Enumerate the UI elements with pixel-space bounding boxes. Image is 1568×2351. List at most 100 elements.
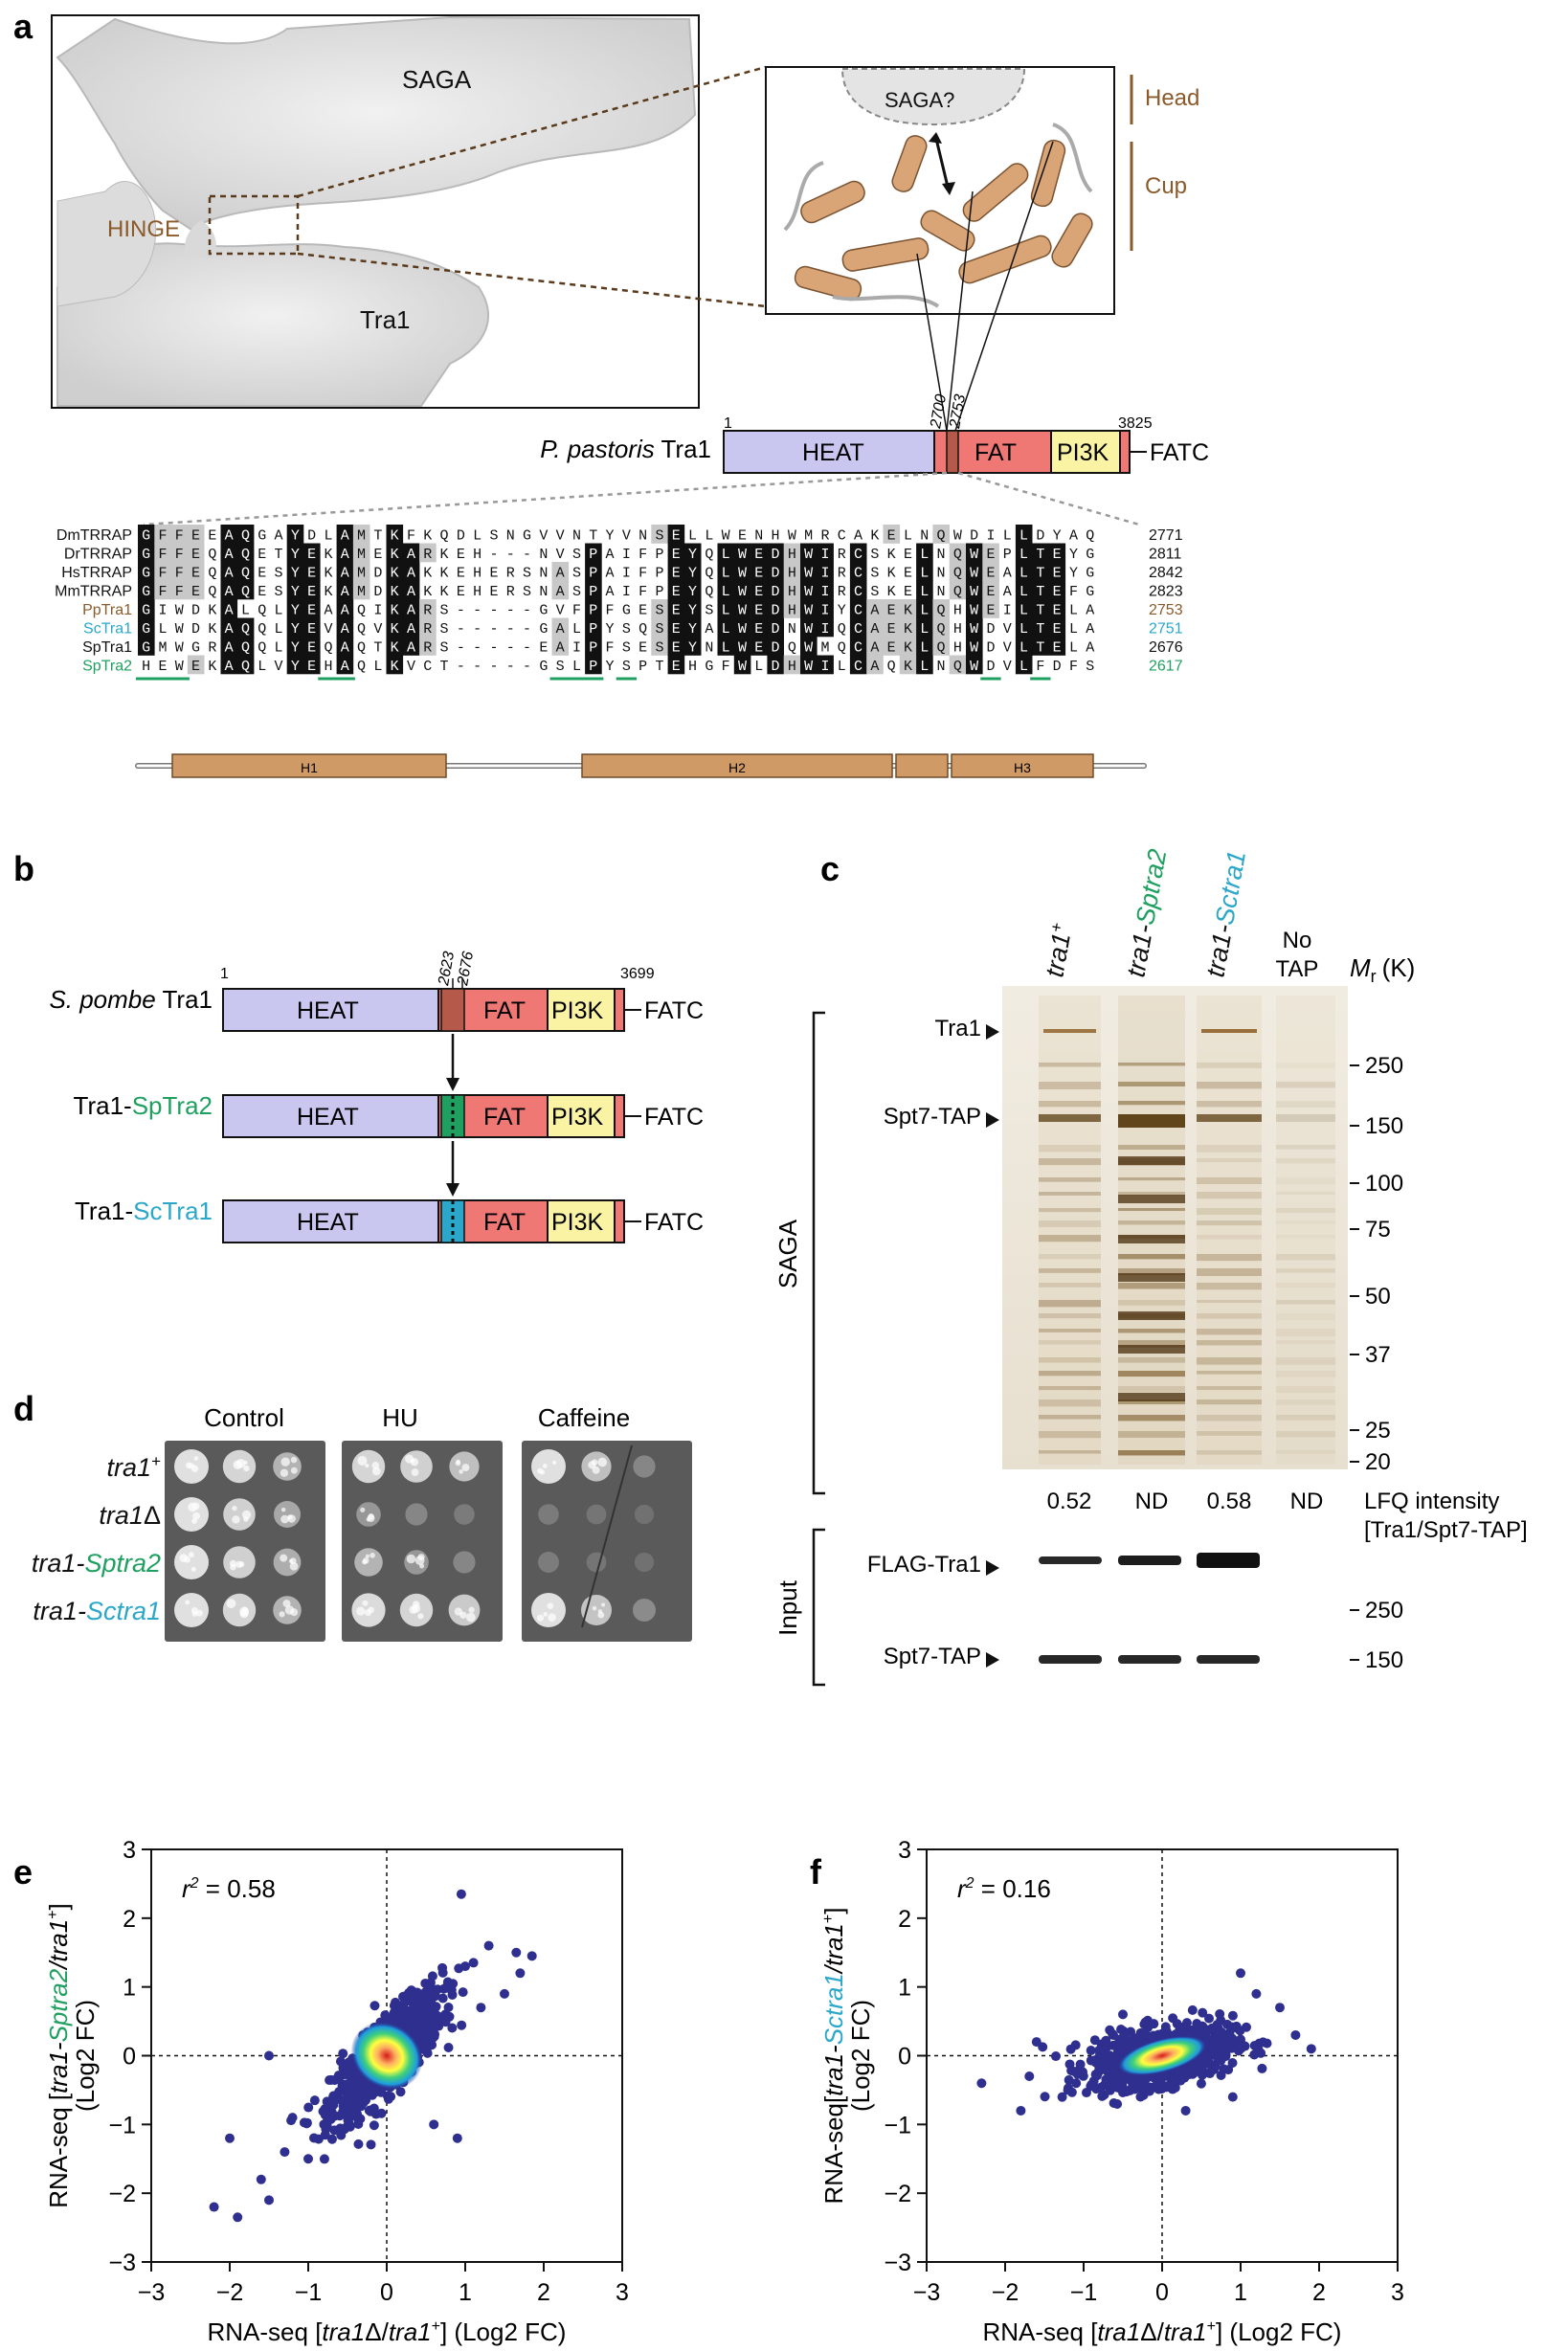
alignment-residue: Q (208, 566, 216, 582)
b-row2-domain-bar (222, 1094, 641, 1138)
alignment-residue: E (539, 640, 548, 657)
alignment-residue: K (324, 584, 332, 600)
gel-band (1118, 1101, 1185, 1106)
alignment-residue: E (904, 566, 912, 582)
input-label: Input (773, 1579, 802, 1636)
alignment-residue: R (208, 640, 216, 657)
gel-band (1118, 1357, 1185, 1363)
alignment-residue: Q (208, 547, 216, 563)
alignment-residue: K (324, 547, 332, 563)
alignment-shade (138, 580, 155, 600)
alignment-residue: S (655, 528, 663, 545)
data-point (1207, 2023, 1218, 2033)
alignment-shade (386, 617, 404, 638)
alignment-shade (800, 617, 818, 638)
alignment-shade (1015, 617, 1033, 638)
blot-label-spt7-tap: Spt7-TAP (884, 1644, 981, 1669)
alignment-shade (138, 525, 155, 544)
alignment-seq-end-DmTRRAP: 2771 (1149, 527, 1183, 544)
yeast-spot (273, 1452, 302, 1481)
alignment-shade (286, 562, 304, 581)
alignment-residue: L (1019, 528, 1028, 545)
alignment-shade (138, 617, 155, 638)
yeast-colony (592, 1466, 600, 1474)
spot-condition-label: HU (382, 1403, 418, 1432)
band-arrow-spt7 (986, 1112, 999, 1128)
alignment-residue: W (738, 547, 747, 563)
yeast-colony (196, 1609, 203, 1617)
alignment-shade (651, 599, 668, 618)
alignment-shade (783, 655, 801, 675)
gel-band (1118, 1082, 1185, 1086)
alignment-residue: A (225, 640, 234, 657)
alignment-shade (286, 637, 304, 656)
alignment-residue: M (804, 528, 813, 545)
alignment-residue: E (1053, 603, 1062, 619)
alignment-residue: P (655, 566, 663, 582)
alignment-residue: Y (291, 528, 300, 545)
alignment-residue: L (920, 584, 929, 600)
alignment-shade (336, 617, 354, 638)
alignment-residue: L (275, 640, 283, 657)
gel-band (1039, 1415, 1101, 1420)
alignment-residue: - (489, 640, 498, 657)
alignment-residue: D (772, 621, 780, 638)
alignment-residue: T (1036, 640, 1044, 657)
r-squared-label: r2 = 0.16 (957, 1874, 1051, 1903)
alignment-shade (170, 562, 189, 581)
yeast-colony (185, 1600, 190, 1605)
gel-band (1197, 1192, 1262, 1199)
alignment-residue: E (672, 566, 681, 582)
alignment-residue: L (920, 659, 929, 675)
b-row3-pi3k: PI3K (551, 1209, 604, 1236)
alignment-residue: V (1003, 659, 1012, 675)
alignment-shade (386, 525, 404, 544)
band-label-tra1: Tra1 (935, 1016, 981, 1041)
alignment-residue: R (820, 528, 829, 545)
spot-strain-label: tra1+ (107, 1452, 162, 1482)
data-point (1089, 2035, 1100, 2046)
gel-band-spt7 (1039, 1114, 1101, 1122)
alignment-residue: A (225, 603, 234, 619)
y-tick-label: −3 (108, 2250, 136, 2276)
yeast-colony (454, 1607, 462, 1616)
alignment-residue: - (473, 603, 482, 619)
alignment-residue: Q (241, 621, 250, 638)
alignment-shade (783, 562, 801, 581)
alignment-shade (138, 562, 155, 581)
alignment-shade (386, 580, 404, 600)
alignment-residue: P (1003, 547, 1012, 563)
alignment-residue: S (870, 566, 879, 582)
spot-strain-label: tra1-Sptra2 (32, 1549, 161, 1578)
alignment-residue: E (986, 603, 995, 619)
alignment-residue: Y (688, 547, 697, 563)
alignment-residue: Y (688, 584, 697, 600)
data-point (1205, 2066, 1216, 2076)
alignment-residue: S (655, 603, 663, 619)
alignment-residue: F (606, 640, 615, 657)
alignment-shade (154, 562, 171, 581)
b-row2-label: Tra1-SpTra2 (74, 1091, 213, 1120)
data-point (1135, 2092, 1146, 2102)
yeast-spot (174, 1497, 209, 1532)
data-point (452, 2133, 462, 2143)
yeast-spot (581, 1595, 612, 1625)
alignment-residue: E (307, 621, 316, 638)
alignment-residue: L (572, 621, 581, 638)
data-point (1071, 2078, 1082, 2089)
alignment-residue: L (473, 528, 482, 545)
data-point (1144, 2033, 1154, 2044)
data-point (409, 1995, 419, 2005)
gel-band (1118, 1254, 1185, 1260)
data-point (1095, 2082, 1106, 2093)
b-row1-heat: HEAT (297, 997, 359, 1024)
alignment-shade (651, 617, 668, 638)
alignment-residue: W (970, 659, 978, 675)
data-point (1198, 2007, 1208, 2018)
spot-conditions: Control HU Caffeine (204, 1403, 630, 1432)
alignment-residue: Y (688, 621, 697, 638)
alignment-residue: A (341, 528, 349, 545)
b-row1-label: S. pombe Tra1 (49, 985, 213, 1014)
alignment-residue: K (208, 659, 216, 675)
